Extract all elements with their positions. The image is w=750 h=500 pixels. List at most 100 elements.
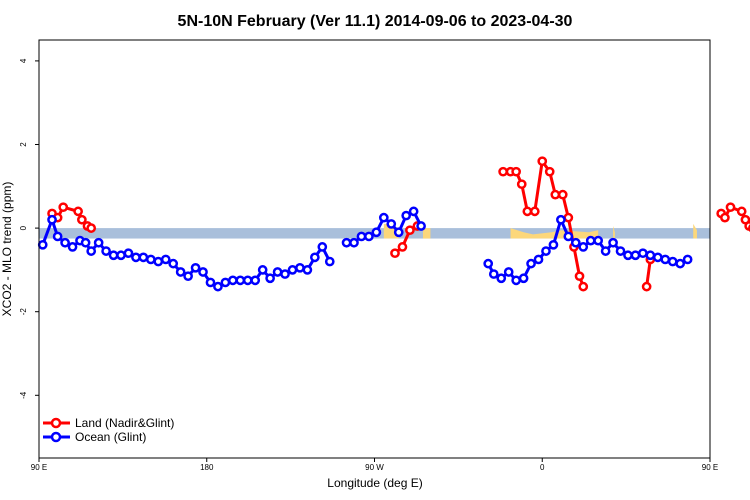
- data-point-ocean: [47, 214, 57, 225]
- data-point-ocean: [324, 256, 335, 267]
- legend: Land (Nadir&Glint) Ocean (Glint): [43, 416, 174, 444]
- data-point-ocean: [386, 219, 397, 229]
- data-point-land: [516, 179, 527, 190]
- data-point-ocean: [160, 254, 171, 265]
- data-point-ocean: [585, 235, 596, 246]
- data-point-ocean: [393, 227, 404, 238]
- data-point-ocean: [578, 242, 589, 252]
- data-point-ocean: [145, 254, 156, 265]
- land-band-segment: [422, 228, 431, 239]
- data-point-land: [544, 166, 555, 177]
- y-tick-label: 4: [19, 58, 28, 63]
- x-axis-ticks: 90 E 180 90 W 0 90 E: [31, 458, 718, 472]
- data-point-ocean: [93, 237, 104, 248]
- legend-entry-ocean: Ocean (Glint): [43, 430, 146, 444]
- data-point-ocean: [615, 246, 626, 256]
- data-point-ocean: [52, 231, 63, 242]
- data-point-land: [86, 223, 97, 233]
- series-line-land: [503, 159, 585, 288]
- data-point-ocean: [518, 273, 529, 284]
- data-point-ocean: [630, 250, 641, 261]
- data-point-ocean: [645, 250, 656, 261]
- y-tick-label: 0: [19, 225, 28, 230]
- data-point-ocean: [198, 267, 208, 277]
- data-point-land: [574, 271, 585, 282]
- data-point-land: [557, 189, 568, 200]
- data-point-ocean: [123, 248, 134, 259]
- data-point-ocean: [541, 246, 551, 256]
- data-point-ocean: [257, 265, 268, 275]
- data-point-ocean: [116, 250, 126, 261]
- land-band-segment: [613, 226, 615, 239]
- data-point-ocean: [570, 237, 581, 248]
- y-tick-label: -4: [19, 391, 28, 399]
- data-point-ocean: [80, 237, 91, 248]
- data-point-land: [390, 248, 400, 259]
- data-point-ocean: [533, 254, 544, 265]
- y-tick-label: -2: [19, 308, 28, 316]
- data-point-ocean: [138, 252, 149, 263]
- data-point-ocean: [101, 246, 111, 256]
- x-tick-label: 90 W: [365, 463, 384, 472]
- x-axis-label: Longitude (deg E): [327, 476, 422, 490]
- data-point-ocean: [364, 231, 374, 242]
- data-point-ocean: [623, 250, 633, 261]
- data-point-land: [578, 281, 589, 292]
- data-point-ocean: [131, 252, 141, 263]
- data-point-ocean: [496, 273, 507, 284]
- data-point-land: [58, 202, 69, 213]
- data-point-ocean: [67, 242, 78, 252]
- data-point-ocean: [272, 267, 283, 277]
- data-point-ocean: [310, 252, 320, 263]
- data-point-ocean: [250, 275, 261, 286]
- data-point-ocean: [265, 273, 275, 284]
- data-point-ocean: [287, 265, 298, 275]
- land-band-segment: [693, 223, 697, 239]
- data-point-ocean: [205, 277, 216, 288]
- data-point-ocean: [416, 221, 426, 231]
- data-point-ocean: [153, 256, 164, 267]
- data-point-ocean: [220, 277, 231, 288]
- data-point-ocean: [378, 212, 389, 223]
- x-tick-label: 90 E: [31, 463, 47, 472]
- data-point-ocean: [168, 258, 179, 269]
- legend-marker-land: [50, 417, 62, 429]
- data-point-ocean: [652, 252, 663, 263]
- data-point-ocean: [401, 210, 412, 221]
- data-point-ocean: [563, 231, 574, 242]
- data-point-ocean: [593, 235, 604, 246]
- data-point-ocean: [548, 239, 559, 250]
- data-point-land: [397, 242, 408, 252]
- data-point-ocean: [660, 254, 671, 265]
- data-point-land: [550, 189, 561, 200]
- y-axis-label: XCO2 - MLO trend (ppm): [0, 182, 14, 317]
- x-tick-label: 180: [200, 463, 214, 472]
- data-point-land: [641, 281, 652, 292]
- legend-entry-land: Land (Nadir&Glint): [43, 416, 174, 430]
- data-point-ocean: [108, 250, 119, 261]
- data-point-ocean: [488, 269, 499, 279]
- data-point-ocean: [317, 242, 328, 252]
- data-point-land: [405, 225, 415, 236]
- data-point-ocean: [86, 246, 97, 256]
- data-point-ocean: [190, 262, 201, 273]
- data-point-ocean: [556, 214, 566, 225]
- data-point-ocean: [213, 281, 223, 292]
- data-point-ocean: [227, 275, 238, 286]
- data-point-land: [537, 156, 548, 167]
- data-point-land: [511, 166, 522, 177]
- data-point-ocean: [526, 258, 536, 269]
- chart-title: 5N-10N February (Ver 11.1) 2014-09-06 to…: [178, 13, 573, 30]
- data-point-ocean: [667, 256, 678, 267]
- legend-label-land: Land (Nadir&Glint): [75, 416, 174, 430]
- legend-marker-ocean: [50, 431, 62, 443]
- data-point-ocean: [675, 258, 686, 269]
- data-point-ocean: [483, 258, 494, 269]
- data-point-land: [563, 212, 574, 223]
- data-point-land: [529, 206, 540, 217]
- data-point-ocean: [356, 231, 367, 242]
- data-point-ocean: [608, 237, 618, 248]
- legend-label-ocean: Ocean (Glint): [75, 430, 146, 444]
- data-point-ocean: [511, 275, 522, 286]
